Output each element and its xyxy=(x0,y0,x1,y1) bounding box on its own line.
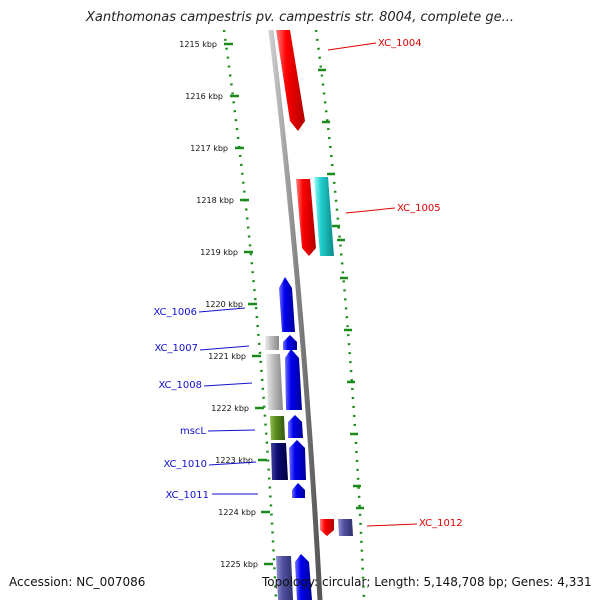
label-xc1012[interactable]: XC_1012 xyxy=(419,518,463,529)
gene-xc1007-blue[interactable] xyxy=(283,335,297,350)
tick-label-1222: 1222 kbp xyxy=(211,404,249,413)
gene-xc1012-red[interactable] xyxy=(320,519,334,536)
tick-label-1216: 1216 kbp xyxy=(185,92,223,101)
tick-label-1218: 1218 kbp xyxy=(196,196,234,205)
label-xc1004[interactable]: XC_1004 xyxy=(378,38,422,49)
gene-xc1005-cyan[interactable] xyxy=(314,177,334,256)
genome-backbone xyxy=(268,29,323,600)
label-xc1010[interactable]: XC_1010 xyxy=(163,459,207,470)
gene-mscl-olive[interactable] xyxy=(270,416,285,440)
label-mscl[interactable]: mscL xyxy=(180,426,206,437)
gene-xc1004[interactable] xyxy=(276,30,305,131)
label-xc1007[interactable]: XC_1007 xyxy=(154,343,198,354)
tick-label-1221: 1221 kbp xyxy=(208,352,246,361)
tick-marks xyxy=(224,42,273,566)
gene-bottom-blue[interactable] xyxy=(295,554,312,600)
gene-xc1010-navy[interactable] xyxy=(271,443,288,480)
tick-label-1215: 1215 kbp xyxy=(179,40,217,49)
topology-text: Topology: circular; Length: 5,148,708 bp… xyxy=(262,575,592,589)
gene-xc1006[interactable] xyxy=(279,277,295,332)
label-xc1006[interactable]: XC_1006 xyxy=(153,307,197,318)
gene-xc1011[interactable] xyxy=(292,483,305,498)
accession-text: Accession: NC_007086 xyxy=(9,575,146,589)
gene-xc1007-gray[interactable] xyxy=(265,336,279,350)
left-dotted-ring xyxy=(222,29,278,600)
gene-xc1008-blue[interactable] xyxy=(285,349,302,410)
gene-xc1008-gray[interactable] xyxy=(266,354,283,410)
tick-label-1225: 1225 kbp xyxy=(220,560,258,569)
map-title: Xanthomonas campestris pv. campestris st… xyxy=(86,10,514,25)
gene-xc1005-red[interactable] xyxy=(296,179,316,256)
gene-xc1010-blue[interactable] xyxy=(289,440,306,480)
tick-label-1223: 1223 kbp xyxy=(215,456,253,465)
right-tick-marks xyxy=(318,68,364,510)
leader-lines xyxy=(198,42,418,527)
gene-bottom-slate[interactable] xyxy=(276,556,293,600)
gene-mscl-blue[interactable] xyxy=(288,415,303,438)
label-xc1005[interactable]: XC_1005 xyxy=(397,203,441,214)
label-xc1008[interactable]: XC_1008 xyxy=(158,380,202,391)
tick-label-1224: 1224 kbp xyxy=(218,508,256,517)
tick-label-1217: 1217 kbp xyxy=(190,144,228,153)
right-dotted-ring xyxy=(314,29,366,600)
label-xc1011[interactable]: XC_1011 xyxy=(165,490,209,501)
tick-label-1219: 1219 kbp xyxy=(200,248,238,257)
gene-xc1012-slate[interactable] xyxy=(338,519,353,536)
tick-label-1220: 1220 kbp xyxy=(205,300,243,309)
